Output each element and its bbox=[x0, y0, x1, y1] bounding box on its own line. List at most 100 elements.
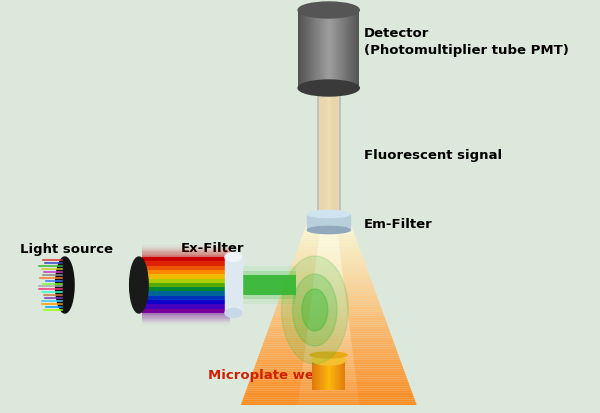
Polygon shape bbox=[276, 306, 382, 308]
Polygon shape bbox=[301, 238, 356, 240]
Polygon shape bbox=[313, 10, 314, 88]
Polygon shape bbox=[142, 292, 230, 296]
Polygon shape bbox=[251, 376, 407, 377]
Polygon shape bbox=[281, 292, 376, 293]
Polygon shape bbox=[358, 10, 359, 88]
Polygon shape bbox=[277, 302, 380, 304]
Polygon shape bbox=[308, 325, 349, 326]
Polygon shape bbox=[65, 267, 139, 268]
Polygon shape bbox=[65, 260, 139, 261]
Polygon shape bbox=[242, 271, 296, 299]
Polygon shape bbox=[142, 313, 230, 315]
Polygon shape bbox=[292, 264, 366, 266]
Polygon shape bbox=[300, 385, 357, 387]
Polygon shape bbox=[270, 323, 388, 325]
Polygon shape bbox=[65, 295, 139, 296]
Polygon shape bbox=[306, 10, 307, 88]
Polygon shape bbox=[298, 399, 359, 401]
Polygon shape bbox=[311, 301, 346, 302]
Polygon shape bbox=[332, 360, 333, 390]
Polygon shape bbox=[299, 390, 358, 392]
Polygon shape bbox=[325, 10, 326, 88]
Polygon shape bbox=[265, 335, 392, 337]
Polygon shape bbox=[318, 244, 339, 246]
Polygon shape bbox=[142, 252, 230, 257]
Polygon shape bbox=[315, 268, 342, 270]
Polygon shape bbox=[142, 256, 230, 257]
Polygon shape bbox=[253, 370, 404, 372]
Polygon shape bbox=[297, 249, 361, 251]
Polygon shape bbox=[326, 360, 327, 390]
Polygon shape bbox=[321, 224, 337, 225]
Polygon shape bbox=[65, 310, 139, 311]
Polygon shape bbox=[306, 339, 352, 341]
Polygon shape bbox=[271, 319, 386, 321]
Polygon shape bbox=[308, 326, 350, 328]
Text: Em-Filter: Em-Filter bbox=[364, 218, 433, 232]
Polygon shape bbox=[142, 254, 230, 257]
Polygon shape bbox=[321, 360, 322, 390]
Polygon shape bbox=[287, 275, 370, 277]
Polygon shape bbox=[65, 270, 139, 271]
Polygon shape bbox=[65, 259, 139, 260]
Polygon shape bbox=[304, 357, 353, 359]
Polygon shape bbox=[65, 289, 139, 290]
Polygon shape bbox=[302, 374, 356, 376]
Polygon shape bbox=[279, 299, 379, 301]
Polygon shape bbox=[302, 10, 303, 88]
Polygon shape bbox=[299, 244, 359, 246]
Polygon shape bbox=[298, 403, 359, 405]
Polygon shape bbox=[348, 10, 349, 88]
Polygon shape bbox=[65, 294, 139, 295]
Text: Detector
(Photomultiplier tube PMT): Detector (Photomultiplier tube PMT) bbox=[364, 27, 569, 57]
Polygon shape bbox=[345, 10, 346, 88]
Polygon shape bbox=[299, 10, 301, 88]
Polygon shape bbox=[247, 385, 410, 387]
Polygon shape bbox=[65, 262, 139, 263]
Polygon shape bbox=[65, 307, 139, 309]
Polygon shape bbox=[316, 259, 341, 261]
Polygon shape bbox=[351, 10, 352, 88]
Polygon shape bbox=[142, 283, 230, 287]
Polygon shape bbox=[298, 246, 359, 248]
Polygon shape bbox=[305, 343, 352, 344]
Polygon shape bbox=[314, 279, 344, 280]
Text: Light source: Light source bbox=[20, 244, 113, 256]
Polygon shape bbox=[349, 10, 350, 88]
Polygon shape bbox=[316, 266, 342, 268]
Polygon shape bbox=[65, 309, 139, 310]
Text: Fluorescent signal: Fluorescent signal bbox=[364, 149, 502, 161]
Polygon shape bbox=[289, 271, 368, 273]
Polygon shape bbox=[65, 284, 139, 285]
Polygon shape bbox=[253, 368, 404, 370]
Polygon shape bbox=[264, 339, 394, 341]
Polygon shape bbox=[65, 264, 139, 266]
Polygon shape bbox=[332, 10, 333, 88]
Polygon shape bbox=[344, 10, 345, 88]
Polygon shape bbox=[65, 278, 139, 280]
Polygon shape bbox=[317, 255, 341, 257]
Polygon shape bbox=[142, 309, 230, 313]
Polygon shape bbox=[65, 298, 139, 299]
Polygon shape bbox=[339, 360, 340, 390]
Polygon shape bbox=[314, 275, 343, 277]
Polygon shape bbox=[301, 237, 356, 238]
Polygon shape bbox=[252, 372, 406, 374]
Polygon shape bbox=[307, 334, 350, 335]
Text: Ex-Filter: Ex-Filter bbox=[181, 242, 244, 254]
Polygon shape bbox=[301, 10, 302, 88]
Polygon shape bbox=[303, 233, 355, 235]
Polygon shape bbox=[286, 280, 372, 282]
Polygon shape bbox=[324, 10, 325, 88]
Polygon shape bbox=[65, 293, 139, 294]
Polygon shape bbox=[347, 10, 348, 88]
Ellipse shape bbox=[225, 309, 242, 318]
Polygon shape bbox=[308, 10, 309, 88]
Polygon shape bbox=[307, 337, 351, 339]
Polygon shape bbox=[299, 398, 359, 399]
Polygon shape bbox=[309, 317, 349, 319]
Polygon shape bbox=[65, 290, 139, 291]
Polygon shape bbox=[319, 242, 339, 244]
Polygon shape bbox=[65, 301, 139, 302]
Polygon shape bbox=[338, 360, 339, 390]
